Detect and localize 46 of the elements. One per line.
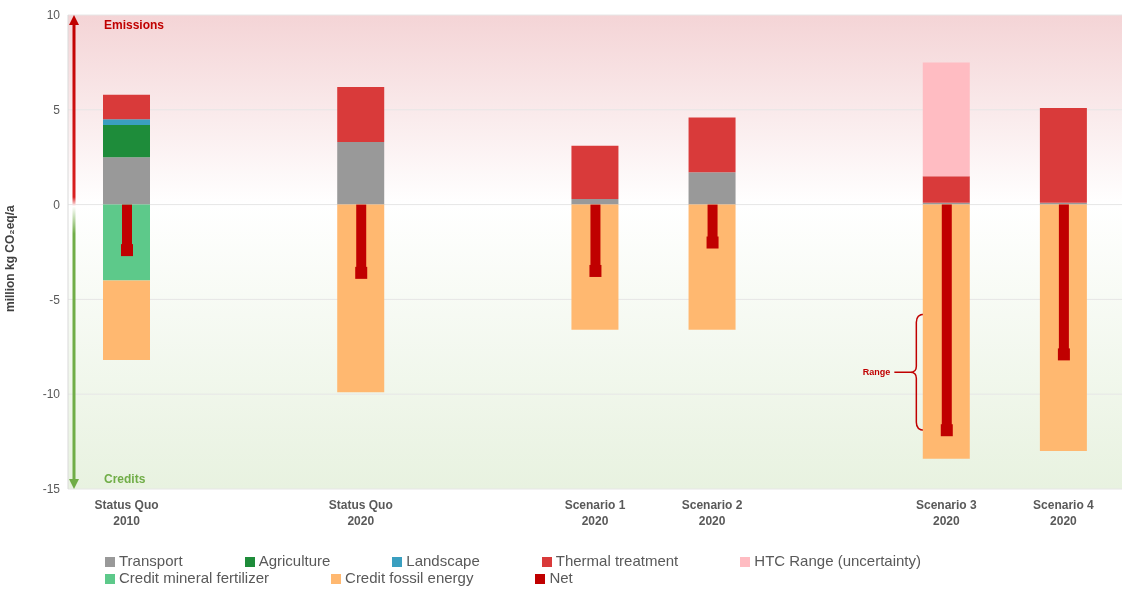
- point: [1057, 348, 1070, 361]
- legend-label: Transport: [119, 552, 183, 569]
- annotation: Emissions: [104, 18, 165, 32]
- legend-label: Credit mineral fertilizer: [119, 569, 270, 586]
- point: [589, 264, 602, 277]
- bar: [103, 94, 150, 120]
- point: [706, 236, 719, 249]
- bar: [1039, 107, 1087, 203]
- bar: [688, 117, 736, 173]
- legend-label: Landscape: [406, 552, 480, 569]
- point: [355, 266, 368, 279]
- legend-label: Net: [549, 569, 573, 586]
- x-tick-label: Scenario 1 2020: [564, 498, 626, 528]
- annotation: Range: [862, 367, 891, 378]
- bar: [337, 204, 385, 393]
- x-tick-label: Scenario 2 2020: [681, 498, 743, 528]
- bar: [688, 172, 736, 205]
- bar: [688, 204, 736, 330]
- y-tick-label: -10: [42, 387, 61, 402]
- bar: [103, 157, 150, 205]
- legend-label: Credit fossil energy: [345, 569, 474, 586]
- x-tick-label: Scenario 4 2020: [1033, 498, 1095, 528]
- legend-label: Agriculture: [258, 552, 331, 569]
- point: [121, 244, 133, 257]
- x-tick-label: Status Quo 2010: [94, 498, 159, 528]
- bar: [337, 87, 385, 143]
- y-axis-title: million kg CO₂eq/a: [3, 204, 18, 312]
- y-tick-label: -15: [42, 482, 61, 497]
- legend-label: Thermal treatment: [555, 552, 679, 569]
- point: [940, 424, 953, 437]
- bar: [103, 280, 150, 361]
- y-tick-label: -5: [49, 292, 61, 307]
- bar: [103, 124, 150, 158]
- bar: [922, 176, 970, 203]
- bar: [103, 119, 150, 125]
- x-tick-label: Scenario 3 2020: [915, 498, 978, 528]
- y-tick-label: 10: [46, 8, 61, 23]
- x-tick-label: Status Quo 2020: [328, 498, 393, 528]
- bar: [922, 62, 970, 177]
- legend-label: HTC Range (uncertainty): [754, 552, 922, 569]
- y-tick-label: 0: [53, 197, 61, 212]
- bar: [571, 198, 619, 205]
- annotation: Credits: [104, 472, 146, 486]
- bar: [337, 142, 385, 205]
- bar: [571, 145, 619, 199]
- y-tick-label: 5: [53, 103, 61, 118]
